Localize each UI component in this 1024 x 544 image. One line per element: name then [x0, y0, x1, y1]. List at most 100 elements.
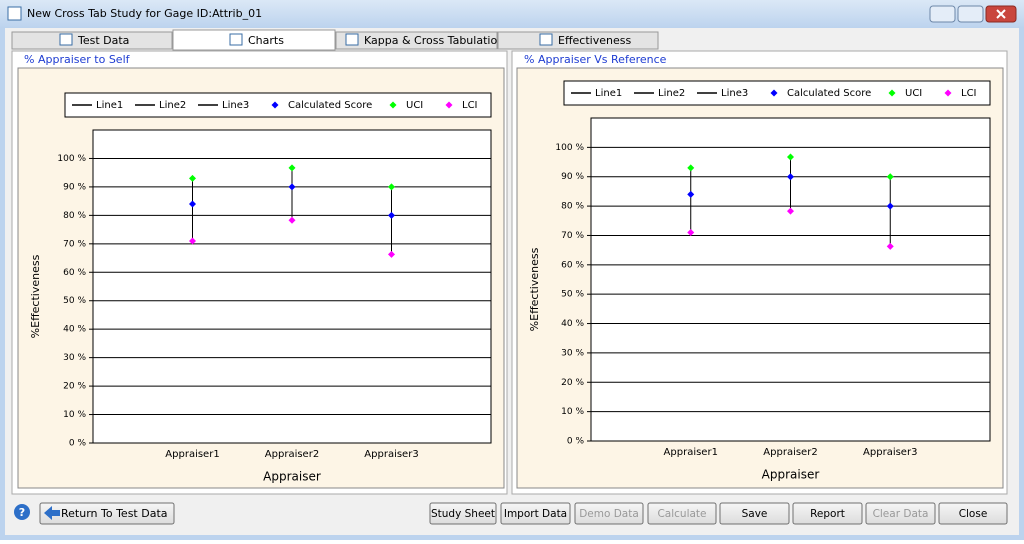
legend-marker: [271, 101, 279, 109]
point: [388, 250, 395, 258]
y-tick-label: 30 %: [561, 348, 584, 358]
button-label: Report: [810, 508, 845, 520]
y-tick-label: 10 %: [63, 410, 86, 420]
point: [288, 164, 296, 172]
y-tick-label: 100 %: [555, 143, 584, 153]
x-tick-label: Appraiser2: [763, 447, 817, 458]
button-label: Import Data: [504, 508, 567, 520]
legend-marker: [944, 89, 952, 97]
tab-label: Effectiveness: [558, 34, 631, 47]
point: [189, 237, 196, 245]
app-icon: [7, 6, 22, 21]
y-tick-label: 20 %: [63, 382, 86, 392]
legend-marker: [770, 89, 778, 97]
y-tick-label: 70 %: [63, 239, 86, 249]
legend-label: Line3: [222, 100, 249, 111]
legend-label: Line1: [96, 100, 123, 111]
legend-marker: [445, 101, 453, 109]
chart-title: % Appraiser Vs Reference: [524, 53, 667, 66]
point: [388, 211, 395, 219]
maximize[interactable]: [957, 5, 984, 23]
point: [787, 207, 794, 215]
x-axis-label: Appraiser: [263, 470, 321, 484]
tab-label: Charts: [248, 34, 284, 47]
button[interactable]: [39, 502, 175, 525]
x-tick-label: Appraiser3: [863, 447, 917, 458]
button[interactable]: [500, 502, 571, 525]
button-label: Study Sheet: [431, 508, 495, 520]
legend-label: Calculated Score: [787, 88, 871, 99]
button[interactable]: [429, 502, 497, 525]
y-axis-label: %Effectiveness: [29, 254, 42, 338]
y-tick-label: 100 %: [57, 154, 86, 164]
button-label: Demo Data: [579, 508, 639, 520]
button-label: Return To Test Data: [61, 507, 168, 520]
help-icon[interactable]: [14, 504, 30, 520]
y-tick-label: 40 %: [63, 325, 86, 335]
y-tick-label: 70 %: [561, 231, 584, 241]
point: [886, 173, 894, 181]
button: [865, 502, 936, 525]
point: [886, 242, 894, 250]
y-tick-label: 60 %: [561, 260, 584, 270]
minimize[interactable]: [929, 5, 956, 23]
legend-label: Calculated Score: [288, 100, 372, 111]
button-label: Close: [959, 508, 988, 520]
y-tick-label: 80 %: [561, 202, 584, 212]
point: [288, 183, 296, 191]
y-tick-label: 90 %: [63, 182, 86, 192]
tab[interactable]: [497, 31, 659, 50]
window-title: New Cross Tab Study for Gage ID:Attrib_0…: [27, 7, 262, 20]
point: [886, 202, 894, 210]
y-tick-label: 0 %: [567, 437, 585, 447]
button-label: Clear Data: [873, 508, 929, 520]
legend-marker: [888, 89, 896, 97]
y-tick-label: 0 %: [69, 439, 87, 449]
point: [687, 229, 695, 237]
button[interactable]: [792, 502, 863, 525]
point: [687, 190, 695, 198]
y-tick-label: 40 %: [561, 319, 584, 329]
y-tick-label: 20 %: [561, 378, 584, 388]
y-tick-label: 30 %: [63, 353, 86, 363]
point: [189, 200, 196, 208]
y-tick-label: 90 %: [561, 172, 584, 182]
button: [647, 502, 717, 525]
legend-label: UCI: [905, 88, 922, 99]
tab-icon: [229, 33, 243, 46]
x-tick-label: Appraiser2: [265, 449, 319, 460]
y-tick-label: 60 %: [63, 268, 86, 278]
point: [288, 216, 296, 224]
point: [787, 153, 794, 161]
y-tick-label: 10 %: [561, 407, 584, 417]
x-tick-label: Appraiser1: [165, 449, 219, 460]
tab[interactable]: [172, 29, 336, 51]
y-tick-label: 50 %: [63, 296, 86, 306]
legend-label: LCI: [462, 100, 478, 111]
x-tick-label: Appraiser3: [364, 449, 418, 460]
svg-text:?: ?: [19, 506, 25, 519]
legend-label: Line1: [595, 88, 622, 99]
button[interactable]: [719, 502, 790, 525]
button[interactable]: [938, 502, 1008, 525]
legend-label: Line3: [721, 88, 748, 99]
tab[interactable]: [335, 31, 498, 50]
point: [787, 173, 794, 181]
tab[interactable]: [11, 31, 173, 50]
y-tick-label: 80 %: [63, 211, 86, 221]
button-label: Calculate: [657, 508, 706, 520]
point: [687, 164, 695, 172]
title-bar: [0, 0, 1024, 28]
x-axis-label: Appraiser: [762, 468, 820, 482]
tab-label: Test Data: [77, 34, 129, 47]
legend-marker: [389, 101, 397, 109]
chart-title: % Appraiser to Self: [24, 53, 131, 66]
legend-label: Line2: [658, 88, 685, 99]
tab-icon: [59, 33, 73, 46]
legend-label: LCI: [961, 88, 977, 99]
tab-icon: [539, 33, 553, 46]
legend-label: UCI: [406, 100, 423, 111]
back-arrow-icon: [44, 506, 60, 520]
y-axis-label: %Effectiveness: [528, 247, 541, 331]
